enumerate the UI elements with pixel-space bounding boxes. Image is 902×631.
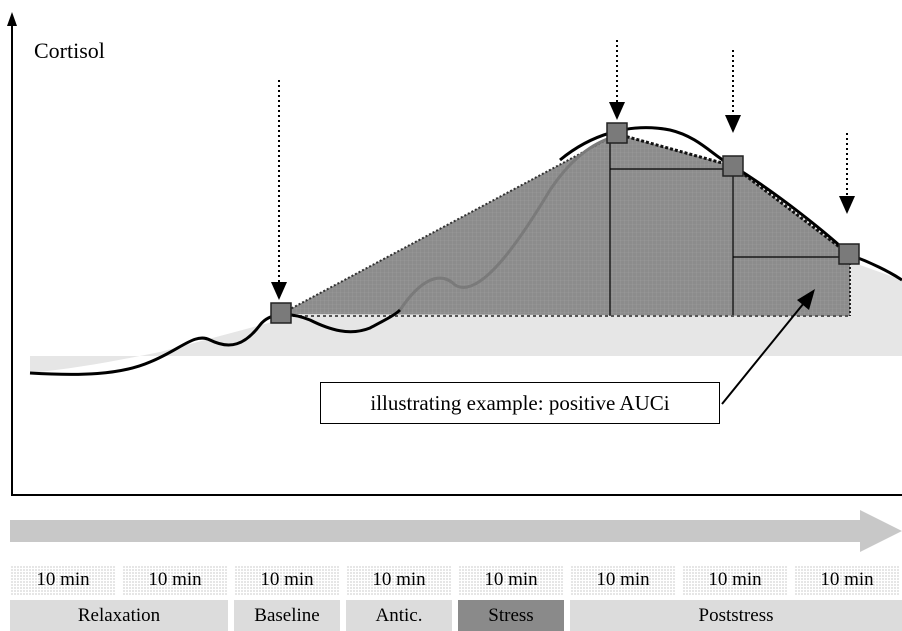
sample-marker: [722, 155, 744, 177]
phase-stress: Stress: [458, 600, 564, 631]
time-block: 10 min: [794, 565, 900, 595]
time-block: 10 min: [234, 565, 340, 595]
y-axis-label: Cortisol: [34, 38, 105, 63]
time-arrow: [10, 510, 902, 552]
phase-baseline: Baseline: [234, 600, 340, 631]
phase-anticipation: Antic.: [346, 600, 452, 631]
time-block: 10 min: [346, 565, 452, 595]
auc-area: [281, 134, 850, 316]
time-block: 10 min: [122, 565, 228, 595]
y-axis-arrowhead: [7, 12, 17, 26]
sampling-markers: [270, 122, 860, 324]
sample-marker: [838, 243, 860, 265]
callout-pointer: [721, 289, 815, 405]
time-blocks-row: 10 min 10 min 10 min 10 min 10 min 10 mi…: [10, 565, 902, 595]
callout-box: illustrating example: positive AUCi: [320, 382, 720, 424]
phase-relaxation: Relaxation: [10, 600, 228, 631]
auc-divisions: [609, 140, 840, 316]
time-block: 10 min: [458, 565, 564, 595]
sample-marker: [270, 302, 292, 324]
time-block: 10 min: [682, 565, 788, 595]
time-block: 10 min: [10, 565, 116, 595]
time-block: 10 min: [570, 565, 676, 595]
sample-marker: [606, 122, 628, 144]
phase-poststress: Poststress: [570, 600, 902, 631]
axes: [7, 12, 902, 496]
sampling-arrows: [271, 40, 855, 300]
phases-row: Relaxation Baseline Antic. Stress Postst…: [10, 600, 902, 631]
cortisol-curve-inner: [398, 136, 611, 311]
